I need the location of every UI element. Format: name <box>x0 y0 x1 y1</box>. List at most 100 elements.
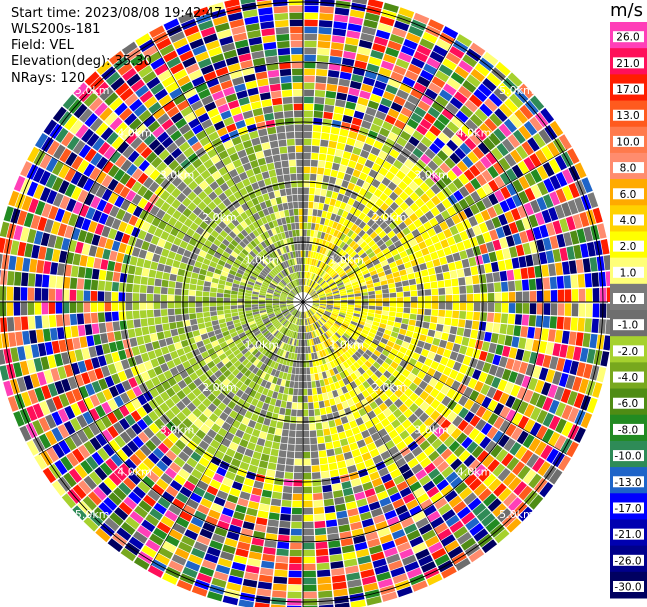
range-gate <box>137 185 148 197</box>
range-gate <box>347 299 355 302</box>
range-gate <box>74 464 88 479</box>
range-gate <box>132 385 143 397</box>
range-gate <box>462 54 478 68</box>
range-gate <box>327 259 334 266</box>
range-gate <box>218 318 226 324</box>
range-gate <box>313 506 325 515</box>
range-gate <box>270 327 276 334</box>
range-gate <box>236 223 244 232</box>
range-gate <box>474 212 485 224</box>
range-gate <box>84 113 98 128</box>
range-gate <box>85 455 99 470</box>
range-gate <box>206 77 220 88</box>
range-gate <box>519 231 529 244</box>
range-gate <box>325 257 331 265</box>
range-gate <box>183 129 195 141</box>
range-gate <box>332 113 343 122</box>
range-gate <box>167 250 177 260</box>
range-gate <box>140 371 151 382</box>
range-gate <box>317 48 330 56</box>
range-gate <box>39 170 51 186</box>
range-gate <box>529 116 543 132</box>
range-gate <box>355 103 367 113</box>
range-gate <box>231 290 238 295</box>
range-gate <box>203 356 213 364</box>
range-gate <box>298 339 301 347</box>
range-gate <box>387 108 400 119</box>
range-gate <box>307 395 313 403</box>
range-gate <box>279 255 285 262</box>
range-gate <box>315 267 320 275</box>
range-gate <box>373 188 383 198</box>
range-gate <box>125 292 133 302</box>
range-gate <box>197 57 212 69</box>
range-gate <box>34 387 45 402</box>
range-gate <box>293 103 303 111</box>
range-gate <box>498 157 511 171</box>
range-gate <box>272 303 280 306</box>
range-gate <box>393 322 402 328</box>
range-gate <box>217 127 228 137</box>
range-gate <box>68 213 79 227</box>
range-gate <box>192 196 202 206</box>
range-gate <box>409 284 417 291</box>
range-gate <box>108 439 121 453</box>
range-gate <box>330 236 336 244</box>
range-gate <box>352 169 361 178</box>
range-gate <box>228 231 237 239</box>
range-gate <box>45 398 57 413</box>
range-gate <box>78 385 89 399</box>
range-gate <box>282 254 287 261</box>
range-gate <box>303 194 309 202</box>
range-gate <box>279 317 286 323</box>
range-gate <box>255 332 263 339</box>
range-gate <box>332 28 347 37</box>
range-gate <box>281 89 293 98</box>
range-gate <box>555 188 567 204</box>
range-gate <box>32 403 44 419</box>
range-gate <box>69 313 78 326</box>
range-gate <box>579 211 590 227</box>
range-gate <box>51 480 66 497</box>
range-gate <box>476 187 487 199</box>
range-gate <box>273 234 280 242</box>
range-gate <box>246 315 254 320</box>
range-gate <box>299 285 302 293</box>
range-gate <box>91 234 101 246</box>
range-gate <box>20 302 28 316</box>
range-gate <box>296 353 301 361</box>
range-gate <box>274 19 289 28</box>
range-gate <box>105 458 118 472</box>
range-gate <box>524 172 536 187</box>
range-gate <box>23 212 34 228</box>
range-gate <box>420 153 432 165</box>
range-gate <box>291 514 302 522</box>
range-gate <box>333 237 340 245</box>
range-gate <box>354 218 363 226</box>
range-gate <box>52 192 64 207</box>
range-gate <box>314 373 320 381</box>
range-gate <box>299 264 302 272</box>
range-gate <box>299 222 303 230</box>
range-gate <box>251 302 259 305</box>
range-gate <box>261 99 272 108</box>
range-gate <box>367 251 376 259</box>
range-gate <box>323 285 330 290</box>
range-gate <box>291 507 302 515</box>
range-gate <box>293 388 298 396</box>
range-gate <box>318 400 325 409</box>
range-gate <box>42 467 57 484</box>
range-gate <box>48 288 56 301</box>
range-gate <box>139 293 147 302</box>
range-gate <box>304 61 316 69</box>
range-gate <box>266 294 273 297</box>
range-gate <box>296 271 300 279</box>
range-gate <box>489 113 503 127</box>
range-gate <box>248 278 256 284</box>
range-gate <box>488 132 501 146</box>
range-gate <box>163 353 173 363</box>
range-gate <box>521 279 530 291</box>
range-gate <box>63 472 77 488</box>
range-gate <box>408 253 417 261</box>
range-gate <box>384 114 397 125</box>
